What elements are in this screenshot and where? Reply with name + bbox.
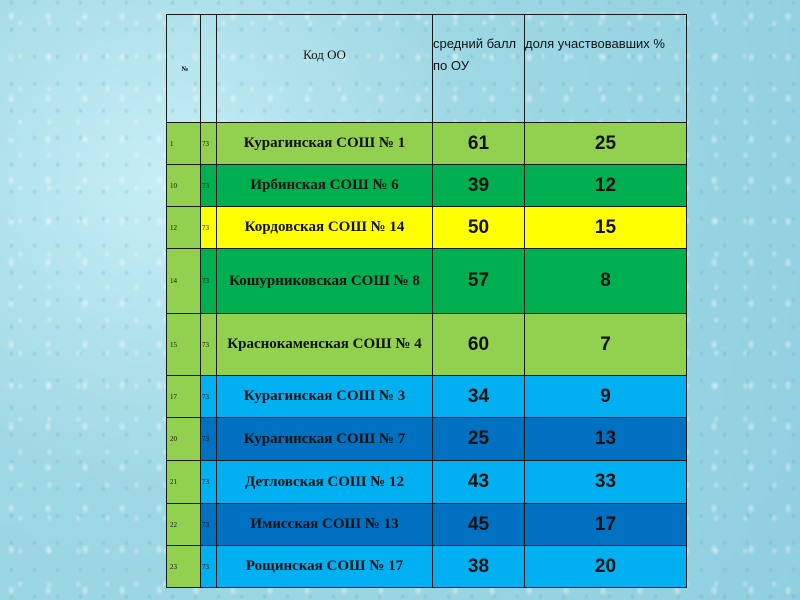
header-share: доля участвовавших % <box>524 14 687 123</box>
row-num: 22 <box>166 503 201 546</box>
row-score: 60 <box>432 313 525 376</box>
row-school-name: Курагинская СОШ № 3 <box>216 375 433 418</box>
row-share: 8 <box>524 248 687 314</box>
row-code: 73 <box>200 313 217 376</box>
table-row: 10 73 Ирбинская СОШ № 6 39 12 <box>166 164 687 207</box>
row-school-name: Ирбинская СОШ № 6 <box>216 164 433 207</box>
row-num: 15 <box>166 313 201 376</box>
row-code: 73 <box>200 417 217 461</box>
row-code: 73 <box>200 164 217 207</box>
table-row: 21 73 Детловская СОШ № 12 43 33 <box>166 460 687 504</box>
row-code: 73 <box>200 545 217 588</box>
table-row: 23 73 Рощинская СОШ № 17 38 20 <box>166 545 687 588</box>
results-table: № Код ОО средний балл по ОУ доля участво… <box>166 14 687 588</box>
table-row: 14 73 Кошурниковская СОШ № 8 57 8 <box>166 248 687 314</box>
table-row: 20 73 Курагинская СОШ № 7 25 13 <box>166 417 687 461</box>
row-school-name: Кордовская СОШ № 14 <box>216 206 433 249</box>
row-score: 39 <box>432 164 525 207</box>
row-score: 61 <box>432 122 525 165</box>
row-school-name: Детловская СОШ № 12 <box>216 460 433 504</box>
row-share: 33 <box>524 460 687 504</box>
table-row: 15 73 Краснокаменская СОШ № 4 60 7 <box>166 313 687 376</box>
table-row: 1 73 Курагинская СОШ № 1 61 25 <box>166 122 687 165</box>
row-code: 73 <box>200 122 217 165</box>
row-score: 34 <box>432 375 525 418</box>
row-share: 15 <box>524 206 687 249</box>
row-share: 25 <box>524 122 687 165</box>
row-score: 38 <box>432 545 525 588</box>
header-name: Код ОО <box>216 14 433 123</box>
row-score: 45 <box>432 503 525 546</box>
row-num: 12 <box>166 206 201 249</box>
row-code: 73 <box>200 460 217 504</box>
row-share: 20 <box>524 545 687 588</box>
table-header: № Код ОО средний балл по ОУ доля участво… <box>166 14 687 123</box>
header-code <box>200 14 217 123</box>
table-row: 12 73 Кордовская СОШ № 14 50 15 <box>166 206 687 249</box>
row-num: 23 <box>166 545 201 588</box>
row-score: 50 <box>432 206 525 249</box>
row-school-name: Имисская СОШ № 13 <box>216 503 433 546</box>
header-num: № <box>166 14 201 123</box>
row-share: 7 <box>524 313 687 376</box>
row-share: 9 <box>524 375 687 418</box>
row-code: 73 <box>200 375 217 418</box>
row-school-name: Курагинская СОШ № 1 <box>216 122 433 165</box>
row-num: 17 <box>166 375 201 418</box>
row-code: 73 <box>200 206 217 249</box>
header-score: средний балл по ОУ <box>432 14 525 123</box>
row-num: 14 <box>166 248 201 314</box>
row-share: 12 <box>524 164 687 207</box>
row-num: 20 <box>166 417 201 461</box>
row-num: 1 <box>166 122 201 165</box>
row-code: 73 <box>200 248 217 314</box>
row-num: 21 <box>166 460 201 504</box>
row-score: 43 <box>432 460 525 504</box>
row-share: 17 <box>524 503 687 546</box>
row-share: 13 <box>524 417 687 461</box>
table-row: 17 73 Курагинская СОШ № 3 34 9 <box>166 375 687 418</box>
row-school-name: Рощинская СОШ № 17 <box>216 545 433 588</box>
row-school-name: Курагинская СОШ № 7 <box>216 417 433 461</box>
row-num: 10 <box>166 164 201 207</box>
row-score: 57 <box>432 248 525 314</box>
row-school-name: Краснокаменская СОШ № 4 <box>216 313 433 376</box>
row-code: 73 <box>200 503 217 546</box>
table-row: 22 73 Имисская СОШ № 13 45 17 <box>166 503 687 546</box>
row-score: 25 <box>432 417 525 461</box>
row-school-name: Кошурниковская СОШ № 8 <box>216 248 433 314</box>
